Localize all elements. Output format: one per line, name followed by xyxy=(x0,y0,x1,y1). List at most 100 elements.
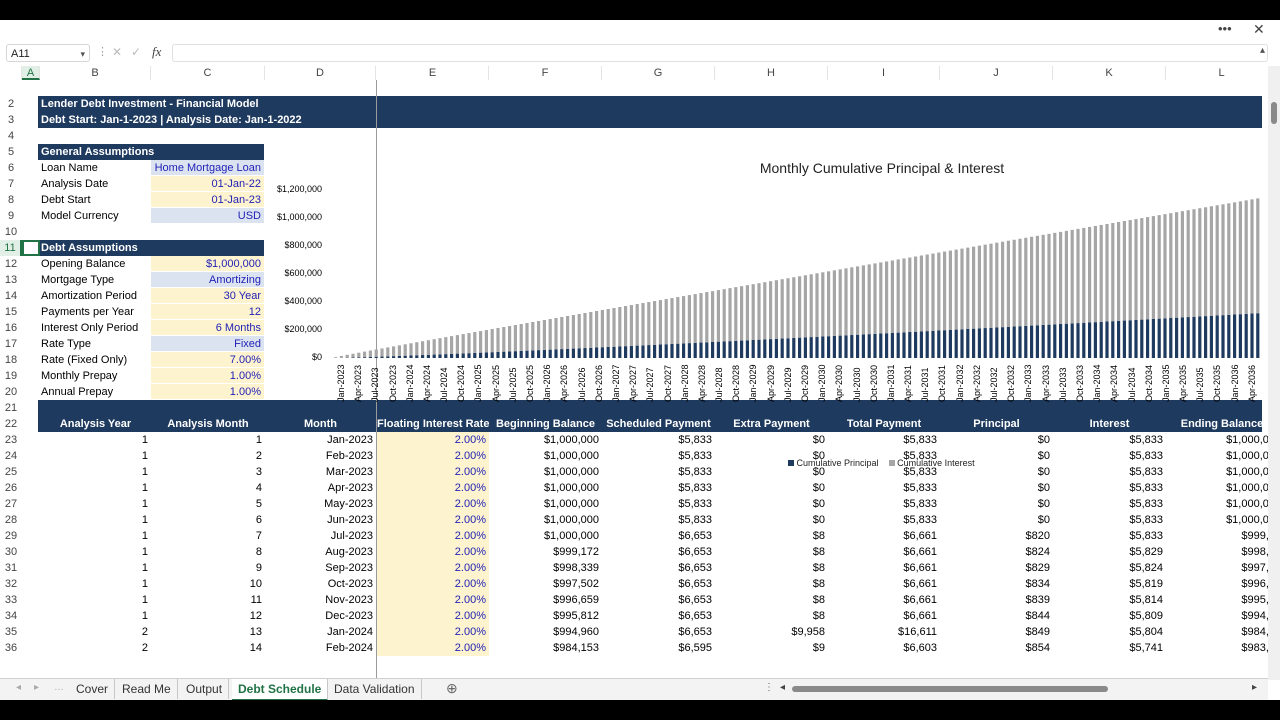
row-header-4[interactable]: 4 xyxy=(7,130,15,142)
more-vertical-icon[interactable]: ⋮ xyxy=(97,46,108,58)
schedule-cell[interactable]: $9 xyxy=(812,642,825,654)
schedule-cell[interactable]: $0 xyxy=(812,450,825,462)
row-header-27[interactable]: 27 xyxy=(4,498,18,510)
schedule-col-header[interactable]: Floating Interest Rate xyxy=(377,418,489,430)
schedule-cell[interactable]: $6,595 xyxy=(678,642,712,654)
debt-assumptions-value[interactable]: $1,000,000 xyxy=(151,256,264,271)
schedule-cell[interactable]: $8 xyxy=(812,562,825,574)
schedule-cell[interactable]: $1,000,00 xyxy=(1226,514,1268,526)
schedule-col-header[interactable]: Analysis Year xyxy=(59,418,132,430)
formula-input[interactable] xyxy=(172,44,1268,62)
row-header-32[interactable]: 32 xyxy=(4,578,18,590)
schedule-cell[interactable]: 2.00% xyxy=(377,464,489,480)
column-header-e[interactable]: E xyxy=(377,66,489,80)
schedule-cell[interactable]: $8 xyxy=(812,594,825,606)
row-header-17[interactable]: 17 xyxy=(4,338,18,350)
schedule-cell[interactable]: $5,804 xyxy=(1129,626,1163,638)
schedule-cell[interactable]: $1,000,00 xyxy=(1226,450,1268,462)
schedule-cell[interactable]: $5,833 xyxy=(1129,498,1163,510)
schedule-cell[interactable]: $997,502 xyxy=(553,578,599,590)
schedule-col-header[interactable]: Principal xyxy=(973,418,1020,430)
schedule-cell[interactable]: $839 xyxy=(1025,594,1050,606)
schedule-cell[interactable]: $984,1 xyxy=(1241,626,1268,638)
schedule-cell[interactable]: 2.00% xyxy=(377,480,489,496)
schedule-cell[interactable]: 2 xyxy=(141,626,148,638)
schedule-cell[interactable]: $998,3 xyxy=(1241,546,1268,558)
schedule-cell[interactable]: Aug-2023 xyxy=(325,546,373,558)
row-header-28[interactable]: 28 xyxy=(4,514,18,526)
row-header-33[interactable]: 33 xyxy=(4,594,18,606)
debt-assumptions-value[interactable]: 6 Months xyxy=(151,320,264,335)
schedule-cell[interactable]: $996,6 xyxy=(1241,578,1268,590)
schedule-cell[interactable]: Feb-2023 xyxy=(325,450,373,462)
row-header-21[interactable]: 21 xyxy=(4,402,18,414)
debt-assumptions-value[interactable]: 7.00% xyxy=(151,352,264,367)
close-icon[interactable]: ✕ xyxy=(1253,21,1265,37)
more-tabs-icon[interactable]: … xyxy=(54,682,64,693)
row-header-7[interactable]: 7 xyxy=(7,178,15,190)
schedule-cell[interactable]: $834 xyxy=(1025,578,1050,590)
schedule-cell[interactable]: 6 xyxy=(255,514,262,526)
schedule-cell[interactable]: $0 xyxy=(812,498,825,510)
schedule-cell[interactable]: $5,833 xyxy=(1129,434,1163,446)
schedule-cell[interactable]: 8 xyxy=(255,546,262,558)
schedule-cell[interactable]: $8 xyxy=(812,578,825,590)
row-header-12[interactable]: 12 xyxy=(4,258,18,270)
schedule-cell[interactable]: 3 xyxy=(255,466,262,478)
schedule-cell[interactable]: Jan-2024 xyxy=(327,626,373,638)
row-header-35[interactable]: 35 xyxy=(4,626,18,638)
scroll-right-icon[interactable]: ▸ xyxy=(1252,682,1258,693)
enter-icon[interactable]: ✓ xyxy=(131,45,142,59)
row-header-19[interactable]: 19 xyxy=(4,370,18,382)
schedule-cell[interactable]: $994,960 xyxy=(553,626,599,638)
horizontal-scroll-thumb[interactable] xyxy=(792,686,1108,692)
schedule-cell[interactable]: $1,000,00 xyxy=(1226,498,1268,510)
schedule-cell[interactable]: $9,958 xyxy=(791,626,825,638)
chevron-down-icon[interactable]: ▾ xyxy=(80,49,85,59)
schedule-cell[interactable]: 1 xyxy=(141,466,148,478)
schedule-cell[interactable]: $5,814 xyxy=(1129,594,1163,606)
schedule-cell[interactable]: Jul-2023 xyxy=(330,530,373,542)
row-header-30[interactable]: 30 xyxy=(4,546,18,558)
schedule-cell[interactable]: $1,000,00 xyxy=(1226,434,1268,446)
schedule-cell[interactable]: $5,833 xyxy=(903,466,937,478)
row-header-2[interactable]: 2 xyxy=(7,98,15,110)
debt-assumptions-value[interactable]: Amortizing xyxy=(151,272,264,287)
tab-scroll-right-icon[interactable]: ▸ xyxy=(34,682,40,693)
schedule-cell[interactable]: $6,653 xyxy=(678,546,712,558)
schedule-col-header[interactable]: Interest xyxy=(1089,418,1130,430)
schedule-cell[interactable]: 2.00% xyxy=(377,640,489,656)
debt-assumptions-value[interactable]: 12 xyxy=(151,304,264,319)
function-icon[interactable]: fx xyxy=(152,44,162,59)
schedule-col-header[interactable]: Beginning Balance xyxy=(495,418,596,430)
column-header-c[interactable]: C xyxy=(151,66,265,80)
schedule-cell[interactable]: 5 xyxy=(255,498,262,510)
general-assumptions-value[interactable]: 01-Jan-23 xyxy=(151,192,264,207)
column-header-b[interactable]: B xyxy=(40,66,151,80)
schedule-cell[interactable]: $6,603 xyxy=(903,642,937,654)
debt-assumptions-value[interactable]: 30 Year xyxy=(151,288,264,303)
column-header-j[interactable]: J xyxy=(940,66,1053,80)
schedule-cell[interactable]: $1,000,000 xyxy=(543,514,599,526)
schedule-cell[interactable]: $6,653 xyxy=(678,594,712,606)
row-header-18[interactable]: 18 xyxy=(4,354,18,366)
select-all-corner[interactable] xyxy=(0,66,22,80)
row-header-13[interactable]: 13 xyxy=(4,274,18,286)
schedule-cell[interactable]: $984,153 xyxy=(553,642,599,654)
schedule-cell[interactable]: $996,659 xyxy=(553,594,599,606)
schedule-cell[interactable]: $0 xyxy=(812,514,825,526)
schedule-cell[interactable]: $5,833 xyxy=(1129,514,1163,526)
schedule-cell[interactable]: $5,833 xyxy=(903,450,937,462)
schedule-cell[interactable]: $1,000,000 xyxy=(543,434,599,446)
column-header-f[interactable]: F xyxy=(489,66,602,80)
schedule-cell[interactable]: $995,812 xyxy=(553,610,599,622)
schedule-cell[interactable]: $6,653 xyxy=(678,562,712,574)
schedule-cell[interactable]: $0 xyxy=(1037,514,1050,526)
schedule-cell[interactable]: $0 xyxy=(1037,482,1050,494)
schedule-cell[interactable]: 2.00% xyxy=(377,624,489,640)
schedule-cell[interactable]: 12 xyxy=(249,610,262,622)
row-header-11[interactable]: 11 xyxy=(0,240,22,256)
schedule-cell[interactable]: $5,833 xyxy=(903,514,937,526)
schedule-cell[interactable]: 14 xyxy=(249,642,262,654)
